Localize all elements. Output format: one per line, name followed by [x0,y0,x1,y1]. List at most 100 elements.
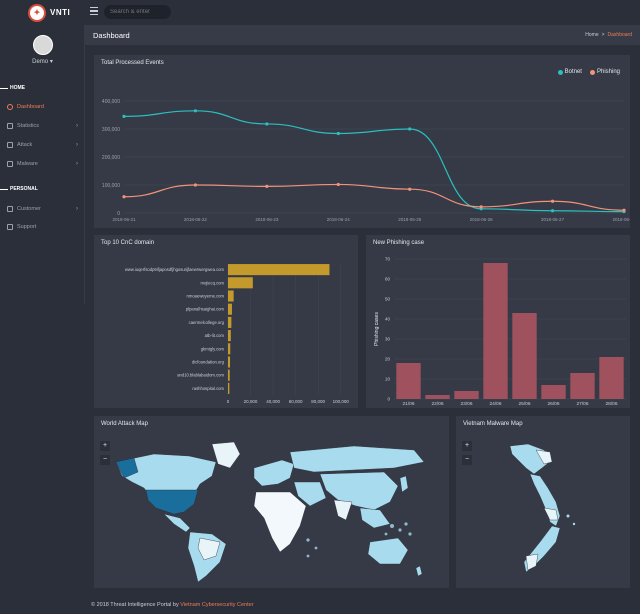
map-region-africa [253,491,307,553]
sidebar-item-customer[interactable]: Customer › [0,203,85,215]
phishing-bar [425,395,450,399]
section-home: HOME [0,85,25,91]
support-icon [7,224,13,230]
events-point-phishing [193,183,198,187]
customer-icon [7,206,13,212]
footer-text: © 2018 Threat Intelligence Portal by Vie… [91,602,254,608]
shield-logo-icon: ✦ [28,3,46,22]
world-map[interactable] [94,416,449,588]
section-personal: PERSONAL [0,186,38,192]
events-y-tick-label: 200,000 [102,155,120,161]
user-menu[interactable]: Demo ▾ [0,58,85,65]
breadcrumb-separator: > [601,32,605,38]
map-island-marker [390,524,394,528]
vn-zoom-out-button[interactable]: − [462,455,472,465]
legend-phishing[interactable]: Phishing [589,69,620,75]
world-zoom-out-button[interactable]: − [100,455,110,465]
events-series-line-phishing [123,183,625,211]
sidebar-item-dashboard[interactable]: Dashboard [0,101,85,113]
cnc-x-tick-label: 80,000 [311,399,325,404]
cnc-x-tick-label: 20,000 [244,399,258,404]
search-input[interactable] [104,5,171,19]
brand-name: VNTI [50,8,71,17]
map-region-vietnam-north-east [535,449,553,465]
breadcrumb-home[interactable]: Home [585,32,599,38]
cnc-bar [228,343,231,355]
sidebar-item-support[interactable]: Support [0,221,85,233]
events-point-phishing [622,208,626,212]
events-x-tick-label: 2018-06-22 [184,217,208,222]
events-y-tick-label: 100,000 [102,183,120,189]
phishing-x-tick-label: 23/06 [460,401,472,407]
cnc-category-label: caermelcollege.org [189,320,225,325]
chevron-right-icon: › [76,123,78,129]
map-region-alaska [115,457,139,479]
dashboard-icon [7,104,13,110]
phishing-x-tick-label: 27/06 [576,401,588,407]
sidebar-item-label: Malware [17,161,38,167]
events-x-tick-label: 2018-06-21 [112,217,136,222]
events-point-phishing [479,205,483,209]
footer-link[interactable]: Vietnam Cybersecurity Center [180,602,254,608]
vn-map-title: Vietnam Malware Map [463,421,523,427]
avatar[interactable] [33,35,53,55]
world-map-panel: World Attack Map + − [94,416,449,588]
events-x-tick-label: 2018-06-24 [327,217,351,222]
breadcrumb-current: Dashboard [607,32,632,38]
top-bar: ✦ VNTI [0,0,640,25]
phishing-y-tick-label: 20 [385,357,391,362]
username: Demo [32,59,49,65]
phishing-y-tick-label: 70 [385,257,391,262]
events-point-botnet [336,131,340,136]
cnc-category-label: gkmtgly.com [201,346,225,351]
cnc-x-tick-label: 100,000 [333,399,350,404]
cnc-category-label: plpanalhsaighai.com [186,307,225,312]
vn-zoom-in-button[interactable]: + [462,441,472,451]
cnc-bar [228,356,231,368]
menu-toggle-icon[interactable] [90,7,98,15]
cnc-bar [228,330,231,342]
page-header: Dashboard Home > Dashboard [85,25,640,45]
sidebar-item-malware[interactable]: Malware › [0,158,85,170]
map-region-japan [399,475,409,493]
cnc-bar [228,290,234,302]
events-point-phishing [408,187,412,191]
events-series-line-botnet [123,110,625,213]
map-region-australia [367,537,409,565]
footer-copyright: © 2018 Threat Intelligence Portal by [91,602,181,608]
events-x-tick-label: 2018-06-25 [398,217,422,222]
sidebar-item-label: Statistics [17,123,40,129]
map-island-marker [572,522,576,526]
chevron-right-icon: › [76,161,78,167]
phishing-y-tick-label: 40 [385,317,391,322]
map-island-marker [398,528,402,532]
phishing-x-tick-label: 22/06 [431,401,443,407]
sidebar-item-statistics[interactable]: Statistics › [0,120,85,132]
world-zoom-in-button[interactable]: + [100,441,110,451]
chevron-right-icon: › [76,142,78,148]
legend-botnet[interactable]: Botnet [557,69,582,75]
events-line-chart: 0 100,000 200,000 300,000 400,000 2018-06-21 2… [102,99,630,222]
chevron-right-icon: › [76,206,78,212]
sidebar-item-attack[interactable]: Attack › [0,139,85,151]
vietnam-map[interactable] [456,416,630,588]
cnc-category-label: rashhospital.com [192,386,224,391]
cnc-category-label: atb-lit.com [205,333,225,338]
brand[interactable]: ✦ VNTI [0,0,85,25]
phishing-y-tick-label: 50 [385,297,391,302]
cnc-category-label: dicfoundation.org [192,360,225,365]
events-x-tick-label: 2018-06-23 [255,217,279,222]
map-island-marker [404,522,408,526]
events-point-botnet [550,209,555,213]
phishing-y-tick-label: 30 [385,337,391,342]
events-point-phishing [336,182,340,187]
vn-map-panel: Vietnam Malware Map + − [456,416,630,588]
phishing-x-tick-label: 21/06 [402,401,414,407]
legend-botnet-swatch [557,69,563,75]
footer: © 2018 Threat Intelligence Portal by Vie… [85,598,640,614]
cnc-bar [228,369,230,381]
events-y-tick-label: 400,000 [102,99,120,105]
map-region-greenland [211,441,241,469]
phishing-bar [570,373,595,399]
events-x-tick-label: 2018-06-26 [470,217,494,222]
